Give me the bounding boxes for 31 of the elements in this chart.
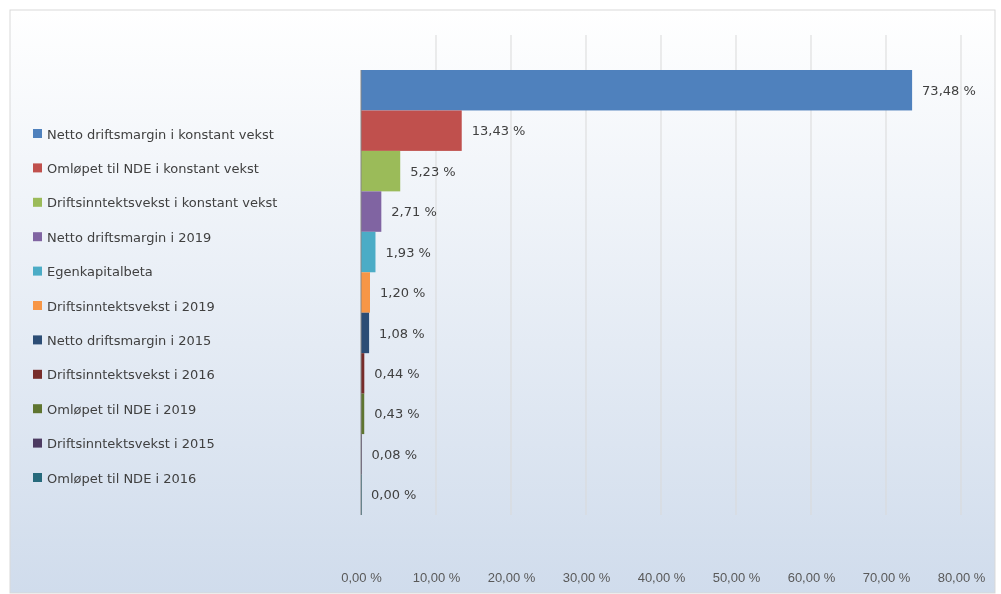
legend-label: Omløpet til NDE i 2019 bbox=[47, 401, 197, 417]
legend-label: Netto driftsmargin i konstant vekst bbox=[47, 126, 274, 142]
x-tick-label: 20,00 % bbox=[487, 570, 536, 586]
data-label: 1,20 % bbox=[380, 285, 426, 301]
legend-label: Netto driftsmargin i 2019 bbox=[47, 229, 212, 245]
data-label: 1,93 % bbox=[385, 244, 431, 260]
x-tick-label: 40,00 % bbox=[637, 570, 686, 586]
data-label: 5,23 % bbox=[410, 163, 456, 179]
data-label: 1,08 % bbox=[379, 325, 425, 341]
legend-label: Driftsinntektsvekst i 2016 bbox=[47, 367, 215, 383]
data-label: 0,43 % bbox=[374, 406, 420, 422]
data-label: 0,08 % bbox=[371, 446, 418, 462]
legend-label: Omløpet til NDE i konstant vekst bbox=[47, 160, 259, 176]
x-tick-label: 10,00 % bbox=[412, 570, 461, 586]
data-label: 0,00 % bbox=[371, 487, 417, 503]
x-tick-label: 70,00 % bbox=[862, 570, 911, 586]
x-tick-label: 0,00 % bbox=[341, 570, 383, 586]
data-label: 2,71 % bbox=[391, 204, 437, 220]
legend-label: Omløpet til NDE i 2016 bbox=[47, 470, 197, 486]
data-label: 13,43 % bbox=[471, 123, 526, 139]
x-tick-label: 60,00 % bbox=[787, 570, 836, 586]
x-tick-label: 30,00 % bbox=[562, 570, 611, 586]
legend-label: Driftsinntektsvekst i konstant vekst bbox=[47, 195, 278, 211]
data-label: 73,48 % bbox=[922, 82, 976, 98]
legend-label: Egenkapitalbeta bbox=[47, 264, 153, 280]
legend-label: Driftsinntektsvekst i 2019 bbox=[47, 298, 215, 314]
x-tick-label: 50,00 % bbox=[712, 570, 761, 586]
data-label: 0,44 % bbox=[374, 365, 420, 381]
legend-label: Netto driftsmargin i 2015 bbox=[47, 332, 212, 348]
x-tick-label: 80,00 % bbox=[937, 570, 986, 586]
legend-label: Driftsinntektsvekst i 2015 bbox=[47, 436, 215, 452]
